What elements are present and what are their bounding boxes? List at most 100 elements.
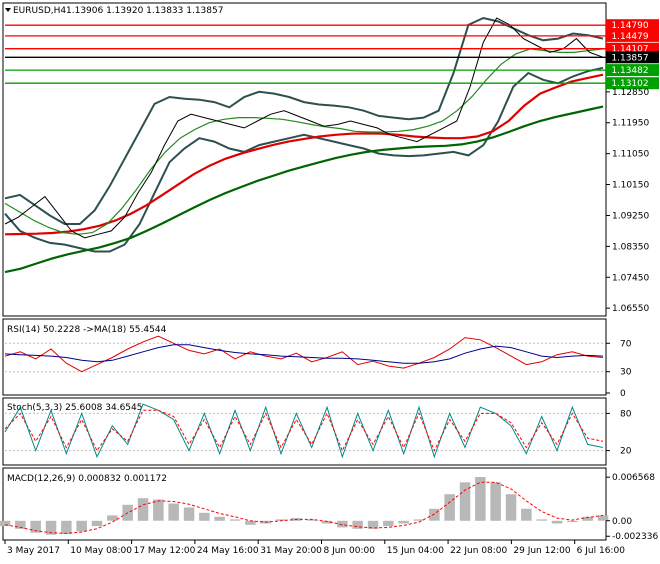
macd-histogram-bar (245, 520, 256, 525)
price-level-tag-label: 1.14790 (611, 21, 648, 31)
macd-histogram-bar (76, 520, 87, 532)
x-tick-label: 8 Jun 00:00 (323, 546, 375, 556)
macd-histogram-bar (536, 519, 547, 521)
macd-histogram-bar (137, 498, 149, 521)
macd-histogram-bar (153, 499, 164, 521)
rsi-y-tick-label: 30 (620, 368, 632, 378)
x-tick-label: 17 May 12:00 (134, 546, 196, 556)
macd-histogram-bar (337, 520, 348, 528)
macd-histogram-bar (30, 520, 41, 533)
macd-histogram-bar (0, 520, 11, 527)
chart-title: EURUSD,H4 (13, 6, 66, 16)
rsi-layer (4, 335, 604, 373)
x-tick-label: 24 May 16:00 (197, 546, 259, 556)
macd-histogram-bar (168, 503, 179, 521)
macd-histogram-bar (199, 512, 210, 521)
price-panel (2, 2, 607, 317)
moving-average-fast-line (4, 48, 604, 235)
macd-histogram-bar (275, 519, 287, 521)
price-level-tag (606, 19, 659, 32)
price-y-tick-label: 1.06550 (612, 304, 649, 314)
stoch-y-tick-label: 20 (620, 447, 632, 457)
x-tick-label: 10 May 08:00 (70, 546, 132, 556)
macd-histogram-bar (383, 520, 394, 527)
price-y-tick-label: 1.09250 (612, 211, 649, 221)
macd-histogram-bar (567, 520, 578, 523)
macd-histogram-bar (214, 516, 225, 521)
x-tick-label: 22 Jun 08:00 (450, 546, 507, 556)
macd-histogram-bar (521, 508, 532, 521)
macd-histogram-bar (306, 519, 317, 521)
macd-y-tick-label: 0.006568 (612, 473, 655, 483)
macd-histogram-bar (15, 520, 26, 529)
x-tick-label: 15 Jun 04:00 (387, 546, 444, 556)
macd-layer (0, 477, 609, 535)
price-y-tick-label: 1.10150 (612, 181, 649, 191)
macd-histogram-bar (429, 508, 440, 521)
macd-histogram-bar (475, 477, 486, 521)
price-level-tag-label: 1.14479 (611, 32, 648, 42)
macd-histogram-bar (444, 494, 455, 521)
macd-histogram-bar (229, 519, 241, 521)
chart-ohlc: 1.13906 1.13920 1.13833 1.13857 (66, 6, 223, 16)
price-y-tick-label: 1.12850 (612, 88, 649, 98)
price-level-tag (606, 51, 659, 64)
macd-histogram-bar (490, 482, 501, 521)
macd-histogram-bar (91, 520, 103, 527)
macd-y-tick-label: -0.002336 (612, 532, 658, 542)
stoch-y-tick-label: 80 (620, 409, 632, 419)
stoch-layer (4, 403, 604, 459)
macd-panel (2, 467, 607, 541)
x-tick-label: 6 Jul 16:00 (577, 546, 626, 556)
price-level-tag (606, 77, 659, 90)
macd-histogram-bar (413, 519, 425, 521)
macd-histogram-bar (551, 520, 563, 524)
price-level-tag-label: 1.13482 (611, 66, 648, 76)
x-tick-label: 3 May 2017 (7, 546, 60, 556)
macd-histogram-bar (505, 494, 517, 521)
x-tick-label: 31 May 20:00 (260, 546, 322, 556)
x-tick-label: 29 Jun 12:00 (513, 546, 570, 556)
macd-histogram-bar (597, 515, 609, 521)
moving-average-slow-line (4, 105, 604, 274)
axis-label-layer: 1.12850 1.11950 1.11050 1.10150 1.09250 1.083… (4, 88, 658, 556)
price-y-tick-label: 1.11050 (612, 150, 649, 160)
rsi-y-tick-label: 0 (620, 389, 626, 399)
stoch-k-line (4, 403, 604, 459)
rsi-y-tick-label: 70 (620, 339, 632, 349)
macd-y-tick-label: 0.00 (612, 517, 632, 527)
price-level-tag-label: 1.13102 (611, 79, 648, 89)
price-y-tick-label: 1.08350 (612, 242, 649, 252)
macd-histogram-bar (183, 507, 195, 521)
bollinger-lower-line (4, 66, 604, 253)
stoch-label: Stoch(5,3,3) 25.6008 34.6545 (7, 403, 142, 413)
macd-histogram-bar (45, 520, 57, 535)
price-level-tag (606, 29, 659, 42)
price-close-line (4, 17, 604, 239)
price-y-tick-label: 1.11950 (612, 119, 649, 129)
macd-histogram-bar (398, 520, 409, 524)
macd-histogram-bar (107, 515, 118, 521)
chart-menu-arrow-icon[interactable] (5, 8, 11, 12)
moving-average-red-line (4, 73, 604, 236)
price-level-tag-label: 1.13857 (611, 53, 648, 63)
macd-histogram-bar (459, 482, 471, 521)
rsi-label: RSI(14) 50.2228 ->MA(18) 55.4544 (7, 325, 167, 335)
macd-histogram-bar (321, 520, 333, 524)
macd-signal-line (4, 481, 604, 534)
price-level-tag-label: 1.14107 (611, 45, 648, 55)
rsi-ma-line (4, 344, 604, 364)
stoch-d-line (4, 409, 604, 452)
price-level-tag (606, 64, 659, 77)
macd-histogram-bar (582, 516, 593, 521)
bollinger-upper-line (4, 16, 604, 225)
macd-histogram-bar (61, 520, 72, 535)
macd-histogram-bar (367, 520, 379, 529)
price-series-layer (4, 16, 604, 274)
macd-histogram-bar (352, 520, 363, 529)
macd-label: MACD(12,26,9) 0.000832 0.001172 (7, 474, 167, 484)
price-y-tick-label: 1.07450 (612, 273, 649, 283)
